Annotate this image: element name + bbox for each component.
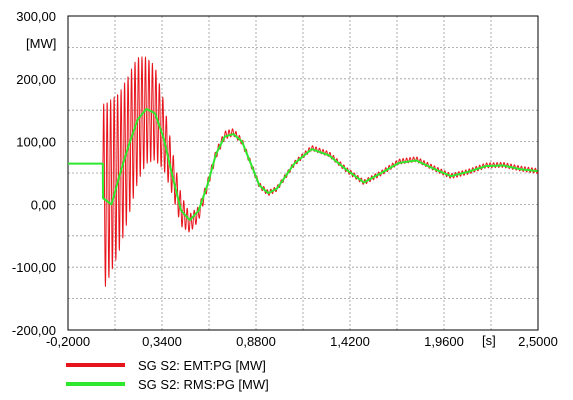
x-tick-label: 1,9600: [424, 334, 464, 349]
legend: SG S2: EMT:PG [MW] SG S2: RMS:PG [MW]: [66, 358, 269, 392]
series-lines: [68, 56, 539, 287]
x-tick-label: -0,2000: [46, 334, 90, 349]
legend-label-emt: SG S2: EMT:PG [MW]: [138, 358, 266, 373]
series-line-rms: [68, 108, 538, 221]
y-tick-label: 200,00: [16, 72, 56, 87]
x-tick-labels: -0,2000 0,3400 0,8800 1,4200 1,9600 2,5000: [46, 334, 558, 349]
x-tick-label: 1,4200: [330, 334, 370, 349]
y-tick-label: 0,00: [31, 197, 56, 212]
x-tick-label: 2,5000: [518, 334, 558, 349]
x-unit-label: [s]: [482, 333, 496, 348]
y-tick-label: 100,00: [16, 135, 56, 150]
series-line-emt: [68, 56, 539, 287]
y-tick-labels: -200,00 -100,00 0,00 100,00 200,00 300,00: [12, 9, 56, 338]
y-tick-label: -100,00: [12, 260, 56, 275]
y-tick-label: 300,00: [16, 9, 56, 24]
x-tick-label: 0,3400: [142, 334, 182, 349]
y-tick-label: -200,00: [12, 323, 56, 338]
x-tick-label: 0,8800: [236, 334, 276, 349]
y-unit-label: [MW]: [26, 36, 56, 51]
legend-label-rms: SG S2: RMS:PG [MW]: [138, 377, 269, 392]
